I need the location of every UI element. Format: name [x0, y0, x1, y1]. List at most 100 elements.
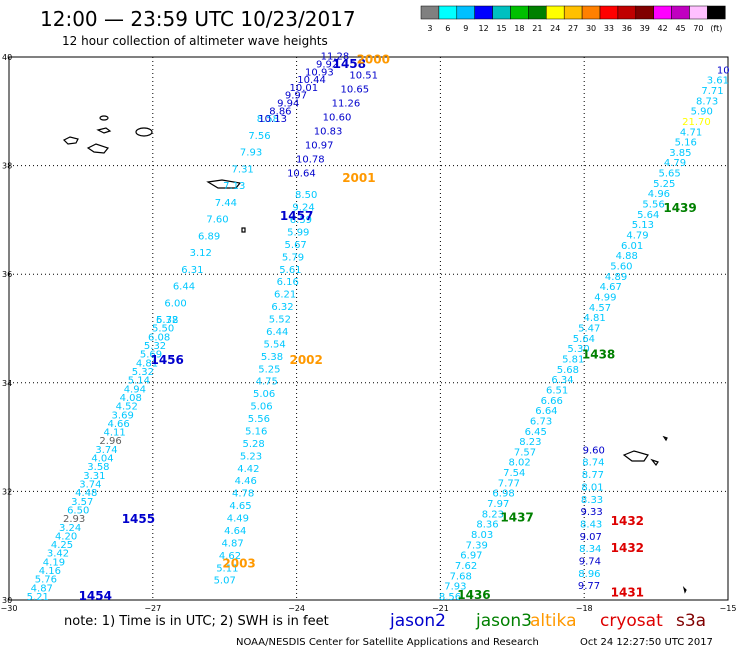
swh-value: 7.93: [240, 148, 262, 159]
pass-label: 1458: [333, 57, 366, 71]
swh-value: 8.73: [696, 96, 718, 107]
swh-value: 21.70: [682, 117, 711, 128]
swh-value: 5.79: [282, 252, 304, 263]
x-tick-label: −30: [1, 604, 18, 613]
colorbar-swatch: [581, 5, 601, 20]
colorbar-label: 42: [658, 24, 668, 33]
swh-value: 2.93: [63, 514, 85, 525]
swh-value: 5.56: [642, 200, 664, 211]
swh-value: 10.64: [287, 168, 316, 179]
x-tick-label: −24: [288, 604, 305, 613]
swh-value: 6.21: [274, 290, 296, 301]
swh-value: 4.57: [589, 303, 611, 314]
swh-value: 9.07: [580, 532, 602, 543]
swh-value: 6.50: [67, 505, 89, 516]
satellite-tracks: 5.214.875.764.164.193.424.254.203.242.93…: [27, 52, 730, 603]
swh-value: 6.66: [541, 396, 563, 407]
colorbar-label: 12: [479, 24, 489, 33]
footer-credit: NOAA/NESDIS Center for Satellite Applica…: [236, 637, 539, 648]
pass-label: 1454: [79, 589, 112, 603]
swh-value: 4.78: [232, 489, 254, 500]
swh-value: 4.49: [227, 514, 249, 525]
swh-value: 8.50: [295, 190, 317, 201]
colorbar-label: 36: [622, 24, 632, 33]
colorbar-label: (ft): [710, 24, 722, 33]
pass-label: 1455: [122, 512, 155, 526]
swh-value: 8.23: [519, 437, 541, 448]
swh-value: 3.61: [707, 76, 729, 87]
colorbar-swatch: [707, 5, 726, 20]
swh-value: 8.36: [476, 520, 498, 531]
swh-value: 4.71: [680, 127, 702, 138]
swh-value: 5.14: [128, 376, 150, 387]
swh-value: 9.33: [580, 507, 602, 518]
swh-value: 5.60: [610, 262, 632, 273]
swh-value: 8.34: [579, 544, 601, 555]
swh-value: 4.11: [103, 428, 125, 439]
colorbar-label: 15: [496, 24, 506, 33]
swh-value: 6.45: [525, 427, 547, 438]
swh-value: 4.20: [55, 531, 77, 542]
swh-value: 5.65: [659, 169, 681, 180]
footer-note: note: 1) Time is in UTC; 2) SWH is in fe…: [64, 614, 329, 629]
swh-value: 2.96: [99, 436, 121, 447]
swh-value: 7.31: [232, 164, 254, 175]
colorbar-label: 30: [586, 24, 596, 33]
pass-label: 2001: [342, 171, 375, 185]
swh-value: 3.12: [190, 248, 212, 259]
x-tick-label: −21: [432, 604, 449, 613]
y-tick-label: 38: [2, 162, 12, 171]
swh-value: 4.19: [43, 557, 65, 568]
colorbar-label: 70: [693, 24, 703, 33]
swh-value: 4.42: [237, 464, 259, 475]
swh-value: 4.79: [626, 231, 648, 242]
swh-value: 4.79: [664, 158, 686, 169]
satellite-legend-altika: altika: [530, 611, 577, 631]
swh-value: 5.64: [573, 334, 595, 345]
colorbar-swatch: [510, 5, 529, 20]
island-outlines: [62, 115, 687, 594]
swh-value: 7.44: [215, 198, 237, 209]
colorbar-swatch: [671, 5, 690, 20]
swh-value: 4.99: [594, 292, 616, 303]
swh-value: 8.23: [482, 509, 504, 520]
chart-title: 12:00 — 23:59 UTC 10/23/2017: [40, 7, 356, 31]
swh-value: 10.13: [258, 114, 287, 125]
y-tick-label: 32: [2, 487, 12, 496]
swh-value: 5.21: [27, 592, 49, 603]
y-tick-label: 36: [2, 270, 12, 279]
swh-value: 5.81: [562, 354, 584, 365]
swh-value: 10: [717, 65, 730, 76]
swh-value: 4.88: [616, 251, 638, 262]
colorbar-swatch: [438, 5, 458, 20]
swh-value: 9.77: [578, 581, 600, 592]
pass-label: 1432: [611, 541, 644, 555]
colorbar-label: 24: [550, 24, 560, 33]
swh-value: 7.62: [455, 561, 477, 572]
swh-value: 8.74: [582, 458, 604, 469]
swh-value: 6.73: [530, 416, 552, 427]
swh-value: 5.61: [279, 265, 301, 276]
colorbar-label: 33: [604, 24, 614, 33]
swh-value: 8.01: [581, 482, 603, 493]
colorbar-legend: 3 6 9 12 15 18 21 24 27 30 33 36 39 42 45 70 (ft): [420, 5, 726, 33]
swh-value: 5.25: [653, 179, 675, 190]
colorbar-swatch: [474, 5, 493, 20]
swh-value: 5.23: [240, 451, 262, 462]
swh-value: 7.68: [450, 571, 472, 582]
swh-value: 4.87: [221, 538, 243, 549]
pass-label: 2003: [222, 556, 255, 570]
swh-value: 6.01: [621, 241, 643, 252]
swh-value: 5.90: [691, 107, 713, 118]
colorbar-swatch: [528, 5, 547, 20]
colorbar-swatch: [599, 5, 619, 20]
swh-value: 4.25: [51, 540, 73, 551]
swh-value: 9.94: [277, 99, 299, 110]
swh-value: 4.96: [648, 189, 670, 200]
colorbar-swatch: [456, 5, 475, 20]
swh-value: 5.16: [245, 426, 267, 437]
colorbar-swatch: [653, 5, 672, 20]
satellite-legend-s3a: s3a: [676, 611, 706, 631]
swh-value: 7.71: [701, 86, 723, 97]
